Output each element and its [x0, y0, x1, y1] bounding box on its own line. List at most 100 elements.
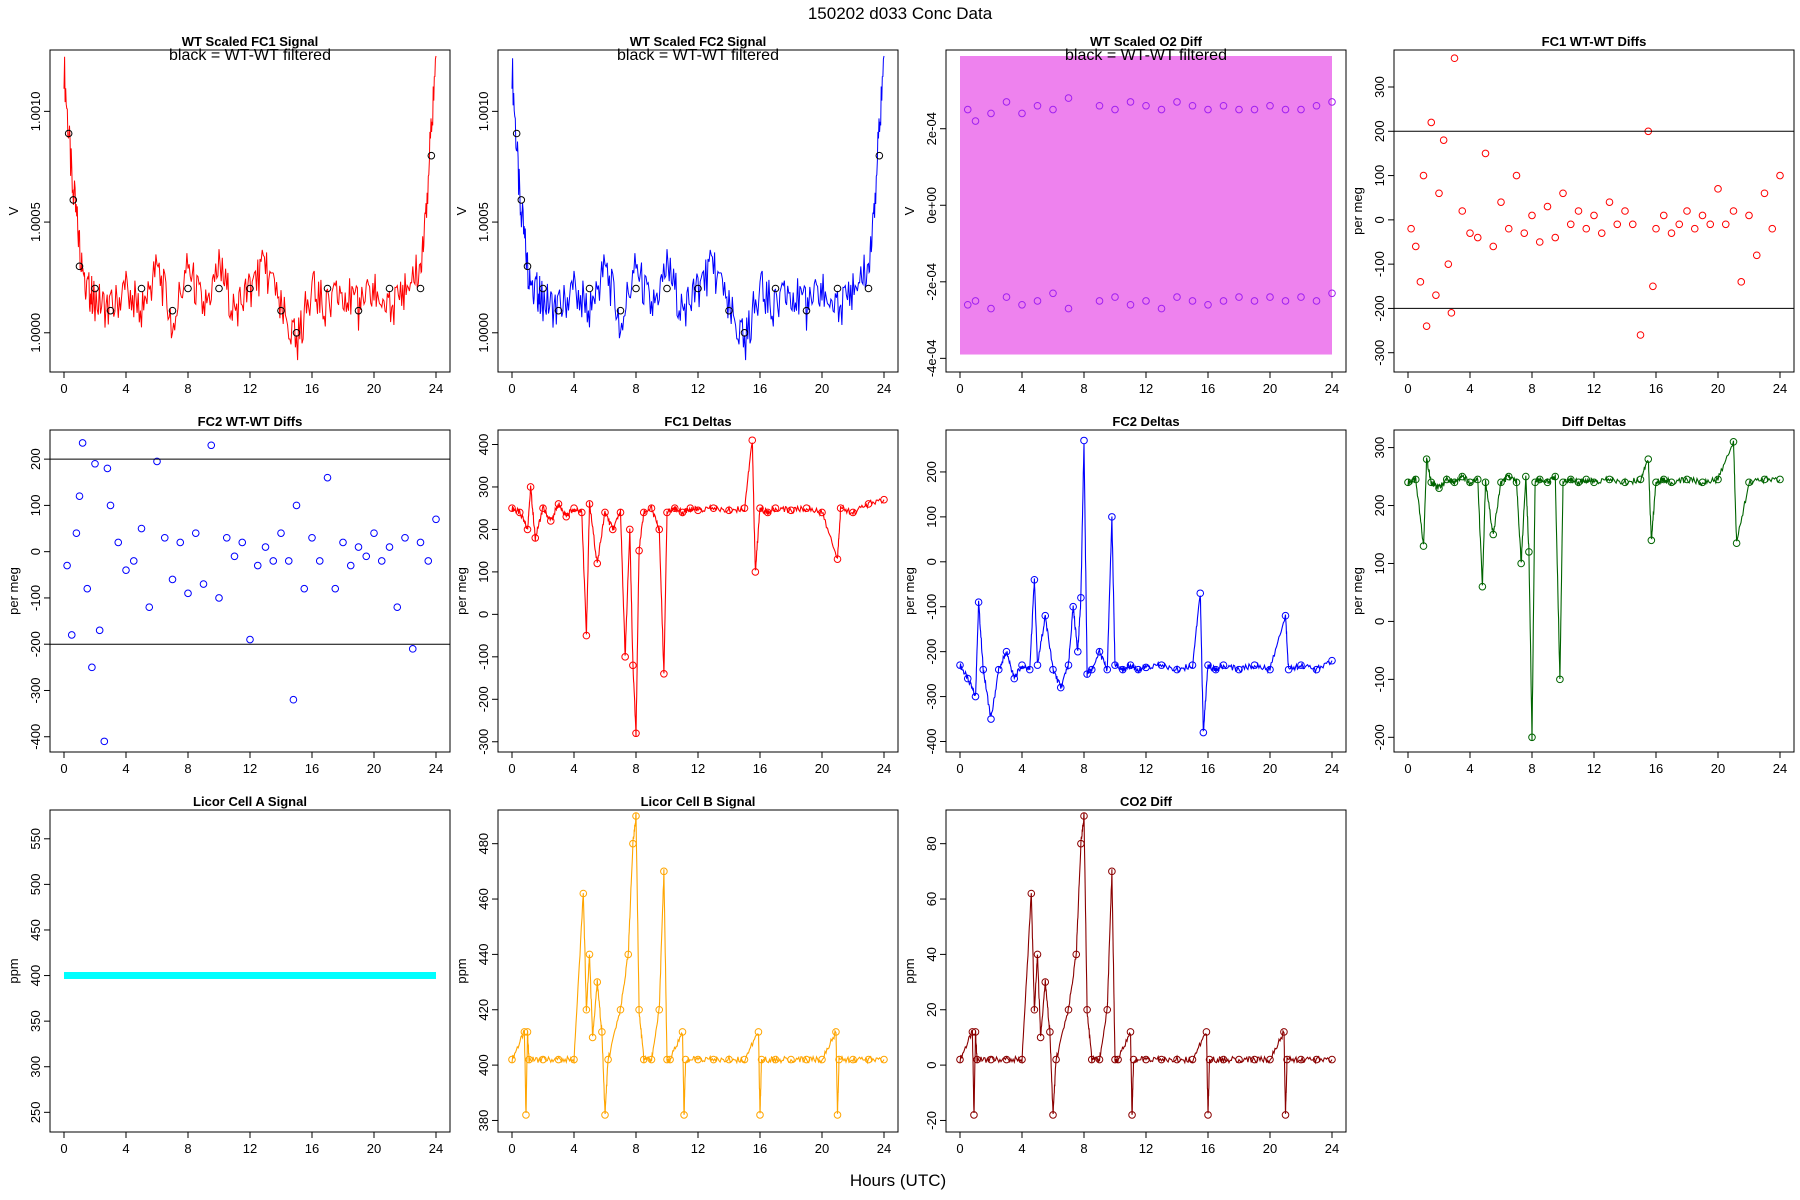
data-point	[1297, 1055, 1305, 1064]
data-point	[1745, 211, 1753, 220]
y-tick-label: 480	[476, 833, 491, 855]
y-tick-label: -100	[1372, 666, 1387, 692]
y-tick-label: -400	[28, 724, 43, 750]
data-point	[1427, 118, 1436, 127]
data-point	[1528, 211, 1536, 220]
data-point	[1196, 589, 1205, 598]
data-point	[1126, 1028, 1135, 1036]
data-point	[1760, 189, 1769, 198]
data-point	[1698, 211, 1707, 220]
data-point	[1188, 661, 1197, 669]
data-point	[756, 1111, 764, 1119]
data-point	[339, 538, 347, 547]
chart-annotation: black = WT-WT filtered	[617, 47, 779, 64]
data-point	[974, 598, 983, 607]
data-point	[308, 533, 316, 542]
data-point	[1422, 455, 1431, 463]
plot-frame	[1393, 49, 1795, 373]
data-point	[1033, 950, 1042, 959]
data-point	[1188, 1055, 1197, 1064]
x-tick-label: 16	[1201, 381, 1215, 396]
y-axis-label: per meg	[454, 567, 469, 615]
data-point	[1427, 478, 1436, 487]
y-axis-label: per meg	[6, 567, 21, 615]
x-tick-label: 4	[122, 1141, 129, 1156]
x-tick-label: 20	[815, 381, 829, 396]
data-point	[67, 631, 76, 639]
data-point	[1049, 289, 1057, 298]
data-point	[725, 506, 733, 515]
y-tick-label: 0e+00	[924, 187, 939, 224]
data-layer	[63, 439, 440, 746]
data-point	[1018, 661, 1026, 669]
y-tick-label: -300	[476, 729, 491, 755]
data-point	[1435, 189, 1443, 198]
y-tick-label: 100	[1372, 553, 1387, 575]
data-point	[585, 284, 594, 293]
data-point	[647, 1055, 656, 1064]
y-axis-label: ppm	[454, 958, 469, 983]
data-point	[666, 1055, 674, 1064]
data-point	[1729, 437, 1738, 446]
plot-frame	[1393, 429, 1795, 753]
data-point	[833, 1111, 842, 1119]
data-point	[1281, 1111, 1290, 1119]
data-point	[222, 533, 231, 542]
x-tick-label: 24	[429, 1141, 443, 1156]
series-line	[959, 443, 1333, 732]
x-tick-label: 20	[815, 1141, 829, 1156]
data-point	[1535, 475, 1544, 484]
data-point	[1574, 478, 1583, 487]
data-point	[1157, 661, 1166, 669]
data-point	[1111, 661, 1119, 669]
data-point	[1297, 105, 1305, 114]
data-point	[1745, 478, 1753, 487]
chart-title: Diff Deltas	[1562, 414, 1626, 429]
y-axis-label: per meg	[1350, 567, 1365, 615]
data-point	[184, 589, 192, 598]
plot-frame	[945, 429, 1347, 753]
data-point	[655, 525, 664, 534]
data-point	[1077, 839, 1085, 848]
data-point	[1111, 293, 1119, 301]
x-tick-label: 16	[305, 761, 319, 776]
data-point	[604, 1055, 612, 1064]
data-point	[1411, 475, 1420, 484]
y-axis-label: per meg	[902, 567, 917, 615]
data-point	[956, 661, 964, 669]
data-point	[393, 603, 402, 611]
data-point	[1422, 322, 1431, 330]
x-tick-label: 0	[508, 381, 515, 396]
data-point	[522, 1111, 530, 1119]
data-point	[1683, 207, 1691, 215]
data-point	[1566, 220, 1575, 229]
x-tick-label: 0	[1404, 761, 1411, 776]
data-point	[1157, 1055, 1166, 1064]
data-point	[864, 1055, 873, 1064]
data-point	[1667, 229, 1676, 237]
data-layer	[956, 812, 1336, 1119]
data-point	[1002, 647, 1011, 656]
y-tick-label: 1.0010	[476, 91, 491, 131]
data-point	[1652, 224, 1660, 233]
data-point	[1199, 728, 1208, 737]
data-point	[1760, 475, 1769, 484]
data-point	[864, 284, 873, 293]
data-point	[416, 284, 425, 293]
data-point	[1052, 1055, 1060, 1064]
x-tick-label: 16	[753, 381, 767, 396]
data-point	[763, 508, 772, 517]
data-point	[277, 306, 285, 315]
data-point	[539, 284, 547, 293]
data-point	[91, 459, 99, 468]
data-point	[585, 500, 594, 508]
data-point	[525, 1055, 533, 1064]
data-point	[1432, 291, 1440, 299]
y-tick-label: 420	[476, 999, 491, 1021]
data-point	[678, 1028, 687, 1036]
data-point	[1489, 530, 1498, 539]
x-tick-label: 20	[367, 1141, 381, 1156]
data-point	[635, 1005, 643, 1014]
x-tick-label: 8	[184, 381, 191, 396]
